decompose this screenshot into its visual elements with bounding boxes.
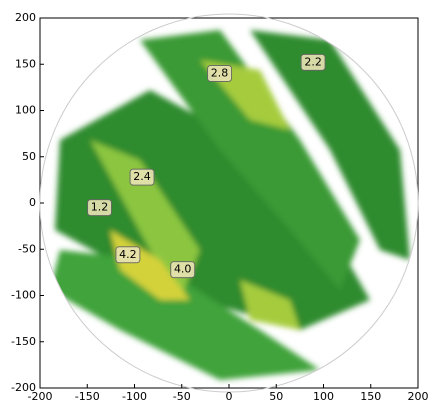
y-tick-label: 100: [15, 104, 36, 117]
y-tick-label: 200: [15, 11, 36, 24]
annotation: 1.2: [91, 201, 109, 214]
y-tick-label: -150: [11, 335, 36, 348]
x-tick-label: 0: [226, 390, 233, 403]
annotation: 2.8: [211, 67, 229, 80]
annotation: 2.4: [133, 170, 151, 183]
y-tick-label: -100: [11, 289, 36, 302]
x-tick-label: 150: [360, 390, 381, 403]
y-tick-label: -50: [18, 242, 36, 255]
x-tick-label: -50: [173, 390, 191, 403]
annotation: 4.0: [174, 263, 192, 276]
x-tick-label: 50: [269, 390, 283, 403]
chart: -200-150-100-50050100150200-200-150-100-…: [0, 0, 432, 405]
x-tick-label: 100: [313, 390, 334, 403]
y-tick-label: -200: [11, 381, 36, 394]
x-tick-label: -150: [75, 390, 100, 403]
annotation: 4.2: [119, 248, 137, 261]
x-tick-label: -100: [122, 390, 147, 403]
y-tick-label: 50: [22, 150, 36, 163]
x-tick-label: 200: [408, 390, 429, 403]
y-tick-label: 0: [29, 196, 36, 209]
annotation: 2.2: [304, 55, 322, 68]
y-tick-label: 150: [15, 57, 36, 70]
